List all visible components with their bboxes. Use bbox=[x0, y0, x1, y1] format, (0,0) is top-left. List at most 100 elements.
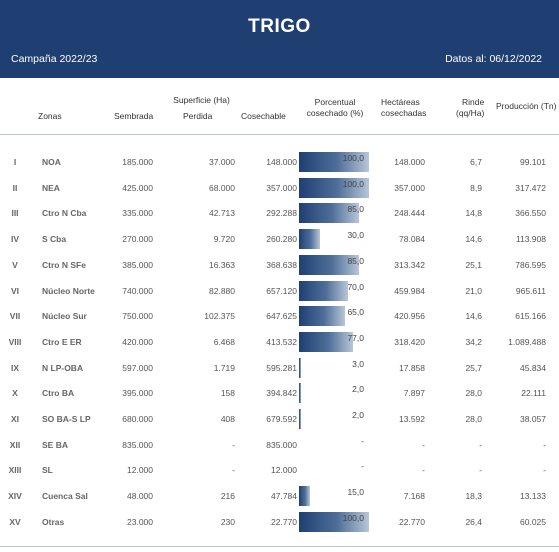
harvest-progress-bar bbox=[299, 152, 369, 172]
header-porcentual: Porcentual bbox=[314, 97, 356, 107]
report-title: TRIGO bbox=[248, 16, 311, 37]
sembrada-value: 597.000 bbox=[122, 362, 153, 373]
sembrada-value: 385.000 bbox=[122, 259, 153, 270]
zone-number: III bbox=[11, 208, 19, 219]
zone-name: Núcleo Norte bbox=[42, 285, 95, 296]
header-produccion: Producción (Tn) bbox=[496, 101, 557, 111]
produccion-value: 60.025 bbox=[520, 516, 546, 527]
hectareas-value: 420.956 bbox=[394, 311, 425, 322]
progress-cell: 2,0 bbox=[299, 383, 371, 404]
sembrada-value: 48.000 bbox=[127, 491, 153, 502]
perdida-value: 158 bbox=[220, 388, 235, 399]
progress-cell: - bbox=[299, 460, 371, 480]
produccion-value: 786.595 bbox=[515, 259, 546, 270]
harvest-progress-bar bbox=[299, 383, 301, 404]
table-row: VII Núcleo Sur 750.000 102.375 647.625 420.95… bbox=[0, 303, 559, 329]
progress-cell: 3,0 bbox=[299, 357, 371, 378]
zone-name: NOA bbox=[42, 157, 61, 167]
harvest-progress-bar bbox=[299, 280, 348, 301]
rinde-value: 14,8 bbox=[465, 208, 482, 219]
hectareas-value: 313.342 bbox=[394, 259, 425, 270]
zone-number: II bbox=[12, 182, 18, 193]
perdida-value: 9.720 bbox=[213, 234, 235, 245]
hectareas-value: - bbox=[422, 465, 425, 476]
zone-name: Otras bbox=[42, 516, 65, 527]
zone-number: V bbox=[12, 259, 18, 270]
harvest-pct-label: 70,0 bbox=[347, 281, 364, 292]
cosechable-value: 148.000 bbox=[266, 157, 297, 167]
produccion-value: - bbox=[543, 465, 546, 476]
zone-name: N LP-OBA bbox=[42, 362, 84, 373]
sembrada-value: 335.000 bbox=[122, 208, 153, 219]
harvest-progress-bar bbox=[299, 203, 359, 224]
perdida-value: 68.000 bbox=[209, 182, 235, 193]
hectareas-value: 318.420 bbox=[394, 336, 425, 347]
rinde-value: 8,9 bbox=[470, 182, 482, 193]
produccion-value: 22.111 bbox=[521, 388, 546, 399]
rinde-value: 25,7 bbox=[465, 362, 482, 373]
perdida-value: - bbox=[232, 465, 235, 476]
perdida-value: 1.719 bbox=[213, 362, 235, 373]
table-row: I NOA 185.000 37.000 148.000 148.000 6,7 99.101… bbox=[0, 149, 559, 175]
zone-name: S Cba bbox=[42, 234, 67, 245]
table-row: X Ctro BA 395.000 158 394.842 7.897 28,0 22.111… bbox=[0, 380, 559, 406]
data-date-label: Datos al: 06/12/2022 bbox=[445, 53, 542, 65]
sembrada-value: 395.000 bbox=[122, 388, 153, 399]
cosechable-value: 413.532 bbox=[266, 336, 297, 347]
hectareas-value: - bbox=[422, 439, 425, 450]
header-zonas: Zonas bbox=[38, 111, 62, 121]
rinde-value: - bbox=[479, 465, 482, 476]
harvest-progress-bar bbox=[299, 511, 369, 532]
harvest-pct-label: 3,0 bbox=[352, 358, 364, 369]
table-row: VI Núcleo Norte 740.000 82.880 657.120 459.98… bbox=[0, 278, 559, 304]
produccion-value: 13.133 bbox=[520, 491, 546, 502]
sembrada-value: 425.000 bbox=[122, 182, 153, 193]
progress-cell: 85,0 bbox=[299, 203, 371, 224]
harvest-progress-bar bbox=[299, 409, 301, 429]
harvest-progress-bar bbox=[299, 331, 353, 352]
zone-number: XIV bbox=[8, 491, 22, 502]
progress-cell: 30,0 bbox=[299, 229, 371, 250]
bottom-divider bbox=[0, 546, 559, 547]
hectareas-value: 13.592 bbox=[399, 414, 425, 424]
harvest-progress-bar bbox=[299, 254, 359, 275]
report-header: TRIGO Campaña 2022/23 Datos al: 06/12/20… bbox=[0, 0, 559, 78]
perdida-value: 16.363 bbox=[209, 259, 235, 270]
header-hectareas: Hectáreas bbox=[381, 97, 420, 107]
header-superficie: Superficie (Ha) bbox=[173, 95, 230, 105]
progress-cell: - bbox=[299, 435, 371, 455]
header-cosechadas: cosechadas bbox=[381, 108, 427, 118]
perdida-value: 6.468 bbox=[213, 336, 235, 347]
harvest-pct-label: 2,0 bbox=[352, 410, 364, 420]
table-row: XIII SL 12.000 - 12.000 - - - - bbox=[0, 457, 559, 483]
zone-name: Cuenca Sal bbox=[42, 491, 88, 502]
zone-number: IX bbox=[10, 362, 20, 373]
progress-cell: 100,0 bbox=[299, 511, 371, 532]
header-sembrada: Sembrada bbox=[114, 111, 154, 121]
rinde-value: 34,2 bbox=[465, 336, 482, 347]
harvest-pct-label: 15,0 bbox=[347, 487, 364, 498]
zone-name: Ctro N Cba bbox=[42, 208, 87, 219]
header-rinde: Rinde bbox=[462, 97, 485, 107]
zone-number: XII bbox=[9, 439, 21, 450]
table-row: XV Otras 23.000 230 22.770 22.770 26,4 60.025 10… bbox=[0, 509, 559, 535]
cosechable-value: 835.000 bbox=[266, 439, 297, 450]
zone-name: NEA bbox=[42, 182, 60, 193]
table-row: VIII Ctro E ER 420.000 6.468 413.532 318.420 3… bbox=[0, 329, 559, 355]
progress-cell: 85,0 bbox=[299, 254, 371, 275]
zone-number: XV bbox=[9, 516, 21, 527]
sembrada-value: 185.000 bbox=[122, 157, 153, 167]
harvest-pct-label: 100,0 bbox=[342, 178, 364, 189]
perdida-value: 230 bbox=[220, 516, 235, 527]
perdida-value: 42.713 bbox=[209, 208, 235, 219]
zone-number: XI bbox=[10, 414, 20, 424]
hectareas-value: 17.858 bbox=[399, 362, 425, 373]
harvest-progress-bar bbox=[299, 357, 302, 378]
hectareas-value: 459.984 bbox=[394, 285, 425, 296]
harvest-pct-label: 65,0 bbox=[347, 307, 364, 318]
zone-number: X bbox=[12, 388, 18, 399]
hectareas-value: 357.000 bbox=[394, 182, 425, 193]
progress-cell: 65,0 bbox=[299, 306, 371, 327]
table-row: II NEA 425.000 68.000 357.000 357.000 8,9 317.4… bbox=[0, 175, 559, 201]
produccion-value: 45.834 bbox=[520, 362, 546, 373]
